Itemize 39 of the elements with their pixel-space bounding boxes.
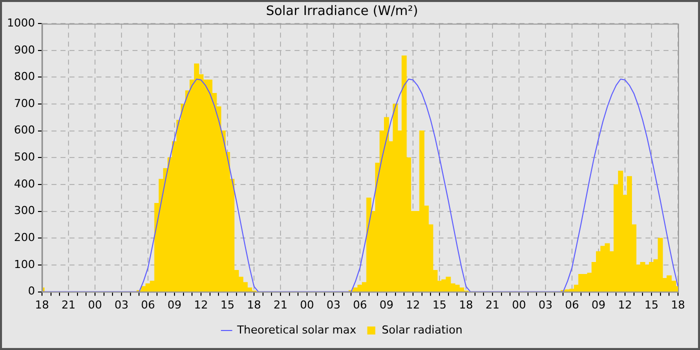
x-tick-label: 09 bbox=[168, 298, 182, 312]
y-tick-label: 200 bbox=[14, 231, 35, 244]
x-tick-label: 12 bbox=[618, 298, 632, 312]
x-tick-label: 00 bbox=[512, 298, 526, 312]
y-tick-label: 800 bbox=[14, 70, 35, 84]
x-tick-label: 15 bbox=[644, 298, 658, 312]
x-tick-label: 18 bbox=[459, 298, 473, 312]
x-tick-label: 18 bbox=[247, 298, 261, 312]
y-tick-label: 900 bbox=[14, 43, 35, 56]
x-tick-label: 12 bbox=[406, 298, 420, 312]
x-tick-label: 21 bbox=[486, 298, 500, 312]
x-tick-label: 06 bbox=[565, 298, 579, 312]
x-tick-label: 15 bbox=[220, 298, 234, 312]
x-tick-label: 06 bbox=[353, 298, 367, 312]
y-tick-label: 1000 bbox=[7, 16, 35, 30]
x-tick-label: 06 bbox=[141, 298, 155, 312]
x-tick-label: 21 bbox=[274, 298, 288, 312]
x-tick-label: 03 bbox=[326, 298, 340, 312]
legend-label: Solar radiation bbox=[382, 323, 462, 336]
x-tick-label: 18 bbox=[35, 298, 49, 312]
x-tick-label: 18 bbox=[671, 298, 685, 312]
y-tick-label: 0 bbox=[28, 284, 35, 298]
y-tick-label: 700 bbox=[14, 96, 35, 110]
x-tick-label: 00 bbox=[300, 298, 314, 312]
x-tick-label: 03 bbox=[114, 298, 128, 312]
chart-title: Solar Irradiance (W/m²) bbox=[266, 4, 418, 20]
y-tick-label: 100 bbox=[14, 258, 35, 271]
x-tick-label: 00 bbox=[88, 298, 102, 312]
x-tick-label: 09 bbox=[592, 298, 606, 312]
x-tick-label: 09 bbox=[380, 298, 394, 312]
x-tick-label: 03 bbox=[538, 298, 552, 312]
x-tick-label: 12 bbox=[194, 298, 208, 312]
y-tick-label: 600 bbox=[14, 124, 35, 137]
y-tick-label: 500 bbox=[14, 150, 35, 164]
x-tick-label: 21 bbox=[62, 298, 76, 312]
y-tick-label: 300 bbox=[14, 204, 35, 218]
x-tick-label: 15 bbox=[432, 298, 446, 312]
legend-label: Theoretical solar max bbox=[236, 323, 357, 336]
y-tick-label: 400 bbox=[14, 177, 35, 190]
